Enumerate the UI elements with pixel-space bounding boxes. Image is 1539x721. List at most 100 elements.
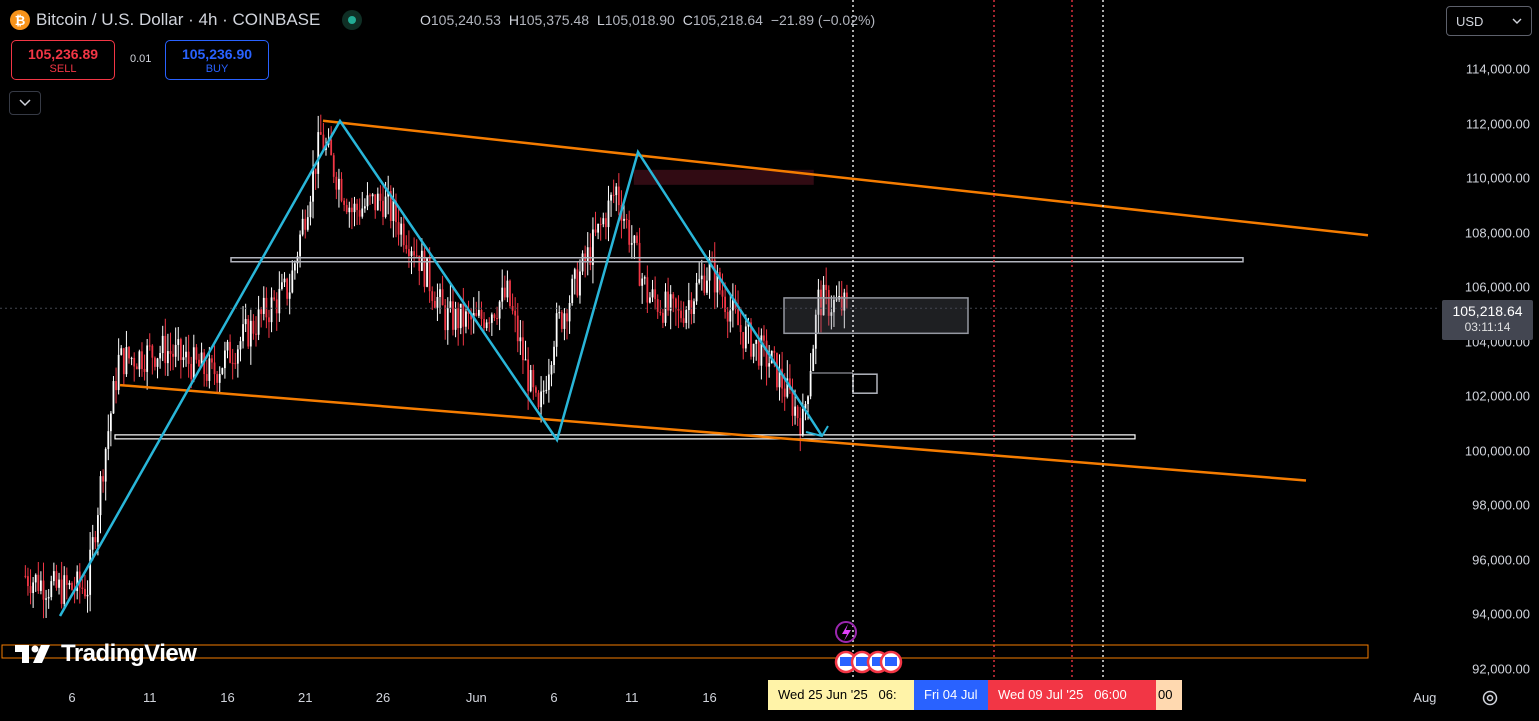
candle-body <box>755 339 758 344</box>
candle-body <box>547 374 550 390</box>
sell-button[interactable]: 105,236.89 SELL <box>11 40 115 80</box>
currency-label: USD <box>1456 13 1484 29</box>
candle-body <box>312 168 314 202</box>
candles-layer <box>24 114 848 619</box>
candle-body <box>242 324 244 342</box>
candle-body <box>293 263 296 271</box>
candle-body <box>490 314 493 323</box>
candle-body <box>729 310 732 322</box>
market-open-status-icon[interactable] <box>342 10 363 30</box>
candle-body <box>439 289 441 298</box>
date-tag-text: Wed 25 Jun '25 <box>778 687 868 702</box>
symbol-title[interactable]: Bitcoin / U.S. Dollar · 4h · COINBASE <box>36 10 321 29</box>
consolidation-zone <box>783 297 969 335</box>
tradingview-logo[interactable]: TradingView <box>15 640 197 668</box>
candle-body <box>239 341 242 350</box>
zigzag-pattern <box>58 118 824 617</box>
candle-body <box>768 363 771 367</box>
price-tick-label: 114,000.00 <box>1465 61 1530 77</box>
candle-body <box>807 396 809 405</box>
time-tick-label: 11 <box>625 690 639 705</box>
candle-body <box>516 315 519 342</box>
candle-body <box>493 314 496 318</box>
candle-body <box>571 278 574 303</box>
candle-body <box>182 357 185 360</box>
candle-body <box>509 280 511 306</box>
candle-body <box>109 413 112 432</box>
candle-body <box>457 308 460 329</box>
candle-body <box>713 259 716 293</box>
candle-body <box>249 320 252 347</box>
candle-body <box>636 235 638 243</box>
high-value: 105,375.48 <box>518 12 590 28</box>
candle-body <box>260 309 263 314</box>
candle-body <box>607 200 610 228</box>
candle-body <box>576 269 579 296</box>
candle-body <box>760 335 763 366</box>
candle-body <box>76 571 79 591</box>
candle-body <box>252 320 255 334</box>
candle-body <box>291 270 294 293</box>
price-tick-label: 112,000.00 <box>1465 116 1530 131</box>
candle-body <box>97 515 99 543</box>
candle-body <box>353 203 356 213</box>
collapse-legend-button[interactable] <box>9 91 41 115</box>
candle-body <box>268 317 270 323</box>
low-label: L <box>596 12 605 28</box>
candle-body <box>107 431 110 449</box>
candle-body <box>236 349 239 364</box>
event-icons-layer <box>834 621 903 674</box>
currency-select[interactable]: USD <box>1446 6 1532 36</box>
candle-body <box>179 339 182 360</box>
candle-body <box>687 300 690 311</box>
lightning-icon <box>842 624 851 641</box>
candle-body <box>433 300 436 308</box>
candle-body <box>812 348 815 372</box>
candle-body <box>234 363 237 365</box>
candle-body <box>830 312 833 316</box>
buy-label: BUY <box>205 63 229 75</box>
candle-body <box>742 332 745 349</box>
candle-body <box>563 313 566 329</box>
candle-body <box>138 351 141 370</box>
supply-zone <box>633 169 814 185</box>
candle-body <box>783 388 786 397</box>
candle-body <box>281 282 283 289</box>
candle-body <box>573 269 576 279</box>
candle-body <box>273 297 276 300</box>
candle-body <box>159 353 162 359</box>
candle-body <box>195 347 198 360</box>
candle-body <box>788 378 791 390</box>
settings-gear-icon[interactable] <box>1481 689 1499 707</box>
candle-body <box>379 193 382 201</box>
candle-body <box>423 250 426 287</box>
candle-body <box>522 337 524 361</box>
candle-body <box>630 243 633 245</box>
candle-body <box>537 392 540 408</box>
candle-body <box>94 537 97 543</box>
flag-canton <box>872 657 884 666</box>
candle-body <box>444 305 447 331</box>
flag-canton <box>856 657 868 666</box>
candle-body <box>649 297 651 303</box>
candle-body <box>34 574 37 583</box>
candle-body <box>475 313 478 316</box>
candle-body <box>211 358 213 363</box>
candle-body <box>141 351 143 369</box>
candle-body <box>415 255 418 257</box>
price-tick-label: 110,000.00 <box>1465 170 1530 186</box>
candle-body <box>462 303 465 327</box>
candle-body <box>441 289 444 306</box>
candle-body <box>371 194 374 197</box>
candle-body <box>363 206 366 209</box>
candle-body <box>594 229 597 233</box>
candle-body <box>146 345 149 372</box>
candle-body <box>524 359 527 361</box>
candle-body <box>265 297 268 318</box>
price-tick-label: 108,000.00 <box>1464 225 1530 240</box>
candle-body <box>55 571 58 588</box>
candle-body <box>843 292 846 311</box>
open-label: O <box>420 12 431 28</box>
buy-button[interactable]: 105,236.90 BUY <box>165 40 269 80</box>
